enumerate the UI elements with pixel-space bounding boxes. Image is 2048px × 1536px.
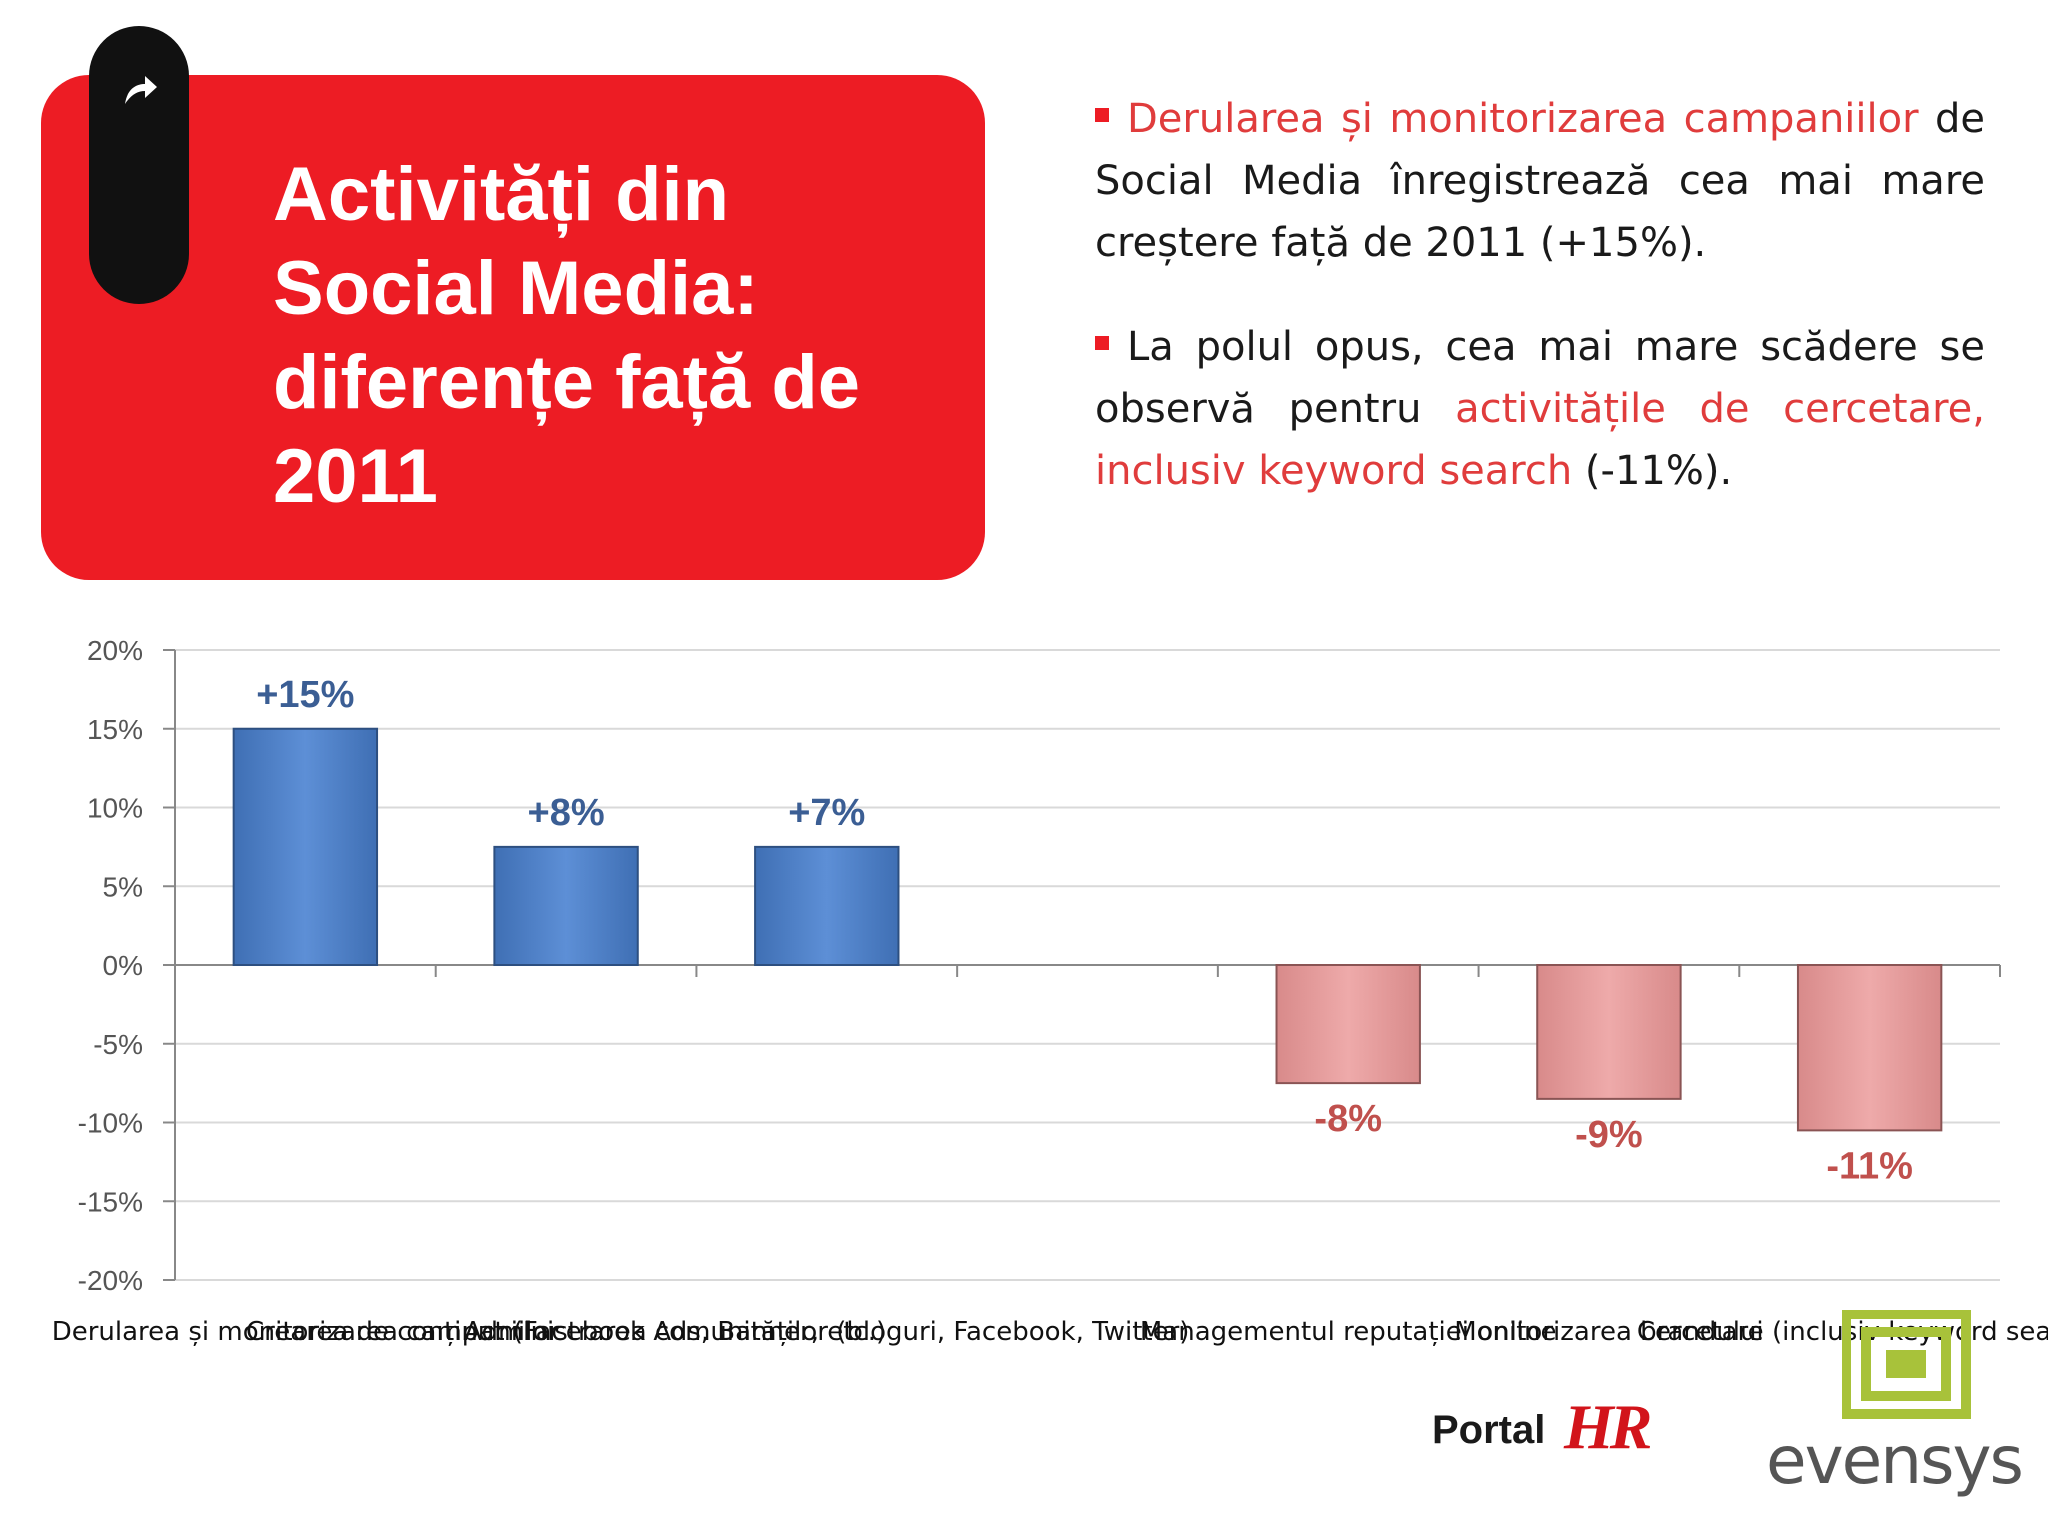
bar-1 bbox=[232, 727, 379, 966]
bar-chart: 20% 15% 10% 5% 0% -5% -10% -15% -20% +15% +8% +7% -… bbox=[52, 635, 2048, 1347]
y-tick-label: 20% bbox=[87, 635, 143, 666]
bar-2 bbox=[493, 845, 639, 966]
gridlines bbox=[163, 649, 2001, 1281]
y-tick-label: 10% bbox=[87, 793, 143, 824]
title-card bbox=[41, 75, 985, 580]
y-tick-label: -20% bbox=[78, 1265, 143, 1296]
data-label-5: -8% bbox=[1314, 1098, 1382, 1140]
bullet-1: Derularea și monitorizarea campaniilor d… bbox=[1095, 88, 1985, 274]
y-tick-label: -15% bbox=[78, 1186, 143, 1217]
data-labels: +15% +8% +7% -8% -9% -11% bbox=[256, 674, 1913, 1188]
bar-7 bbox=[1796, 964, 1943, 1132]
bar-3 bbox=[754, 845, 900, 966]
title-line-1: Activități din bbox=[273, 152, 730, 237]
bullet-2-highlight: activitățile de cercetare, inclusiv keyw… bbox=[1095, 386, 1985, 494]
bullet-2: La polul opus, cea mai mare scădere se o… bbox=[1095, 316, 1985, 502]
portal-logo-mark: HR bbox=[1564, 1391, 1652, 1462]
bullet-square-icon bbox=[1095, 108, 1109, 122]
y-tick-label: 5% bbox=[103, 871, 143, 902]
bullet-2-text: (-11%). bbox=[1572, 448, 1733, 494]
bar-6 bbox=[1536, 964, 1682, 1100]
category-label-3: Administrarea comunităților (bloguri, Fa… bbox=[464, 1317, 1189, 1347]
bullet-2-lead: La polul opus, cea mai mare scădere se o… bbox=[1095, 324, 1985, 432]
y-tick-label: -10% bbox=[78, 1108, 143, 1139]
bullet-1-highlight: Derularea și monitorizarea campaniilor bbox=[1127, 96, 1919, 142]
evensys-logo-word: evensys bbox=[1766, 1422, 2024, 1499]
category-labels: Derularea și monitorizarea campaniilorCr… bbox=[52, 1317, 2048, 1347]
evensys-mark-icon bbox=[1842, 1310, 1971, 1419]
bullet-list: Derularea și monitorizarea campaniilor d… bbox=[1095, 88, 1985, 544]
title-line-3: diferențe față de bbox=[273, 340, 861, 425]
bullet-1-text: de Social Media înregistrează cea mai ma… bbox=[1095, 96, 1985, 266]
data-label-7: -11% bbox=[1826, 1145, 1913, 1187]
slide-title: Activități din Social Media: diferențe f… bbox=[273, 148, 973, 524]
category-label-2: Crearea de conținut (Facebook Ads, Banne… bbox=[246, 1317, 886, 1347]
title-line-2: Social Media: bbox=[273, 246, 759, 331]
arrow-share-icon[interactable] bbox=[119, 70, 161, 112]
bar-5 bbox=[1275, 964, 1421, 1085]
y-tick-label: 0% bbox=[103, 950, 143, 981]
category-label-6: Monitorizarea brandului bbox=[1454, 1317, 1763, 1347]
title-line-4: 2011 bbox=[273, 434, 438, 519]
y-tick-label: -5% bbox=[93, 1029, 143, 1060]
portal-hr-logo: Portal HR bbox=[1432, 1390, 1652, 1470]
y-axis-ticks: 20% 15% 10% 5% 0% -5% -10% -15% -20% bbox=[78, 635, 143, 1296]
evensys-logo: evensys bbox=[1766, 1310, 2036, 1510]
data-label-6: -9% bbox=[1575, 1114, 1643, 1156]
category-label-1: Derularea și monitorizarea campaniilor bbox=[52, 1317, 560, 1347]
data-label-3: +7% bbox=[788, 792, 865, 834]
bars bbox=[232, 727, 1943, 1132]
share-button-pill[interactable] bbox=[89, 26, 189, 304]
data-label-1: +15% bbox=[256, 674, 354, 716]
category-label-5: Managementul reputației online bbox=[1140, 1317, 1557, 1347]
y-tick-label: 15% bbox=[87, 714, 143, 745]
portal-logo-word: Portal bbox=[1432, 1408, 1546, 1452]
data-label-2: +8% bbox=[528, 792, 605, 834]
bullet-square-icon bbox=[1095, 336, 1109, 350]
